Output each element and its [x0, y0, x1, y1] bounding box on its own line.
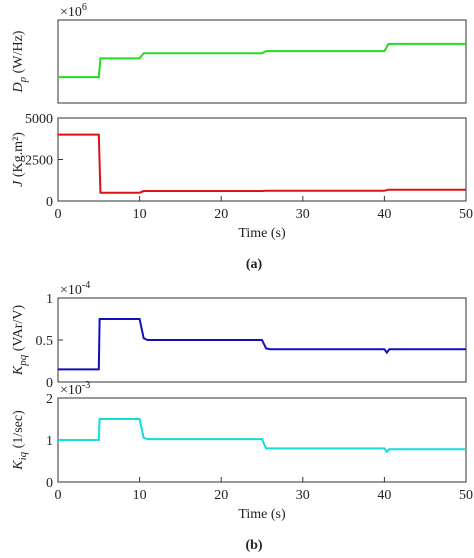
y-axis-label: Dp (W/Hz) [11, 30, 29, 93]
y-axis-label: Kpq (VAr/V) [11, 305, 29, 377]
x-tick-label: 20 [214, 207, 228, 222]
y-tick-label: 0 [46, 376, 53, 391]
x-tick-label: 10 [133, 488, 147, 503]
data-line [58, 418, 466, 454]
exponent-power: 6 [82, 2, 87, 13]
y-tick-label: 0 [46, 195, 53, 210]
y-label-unit: (W/Hz) [11, 30, 26, 73]
y-tick-label: 1 [46, 434, 53, 449]
data-line [58, 42, 466, 79]
y-tick-label: 2 [46, 392, 53, 407]
data-line [58, 133, 466, 194]
y-label-unit: (VAr/V) [11, 305, 26, 352]
y-label-symbol: D [11, 82, 26, 93]
exponent-base: ×10 [60, 383, 82, 398]
y-axis-label: J (Kg.m²) [11, 132, 26, 187]
y-label-sub: iq [17, 451, 29, 460]
x-tick-label: 40 [377, 207, 391, 222]
data-line [58, 318, 466, 371]
y-label-sub: pq [17, 354, 29, 367]
y-exponent: ×10-4 [60, 280, 90, 298]
y-tick-label: 0 [46, 476, 53, 491]
x-tick-label: 20 [214, 488, 228, 503]
y-label-sub: p [17, 76, 29, 83]
x-tick-label: 50 [459, 207, 473, 222]
panel-label: (a) [246, 257, 263, 272]
x-axis-label: Time (s) [238, 507, 286, 522]
exponent-power: -4 [82, 280, 90, 291]
x-tick-label: 0 [55, 488, 62, 503]
x-tick-label: 50 [459, 488, 473, 503]
x-axis-label: Time (s) [238, 226, 286, 241]
y-label-unit: (1/sec) [11, 410, 26, 448]
axes-box [57, 19, 467, 104]
exponent-base: ×10 [60, 5, 82, 20]
y-tick-label: 1 [46, 292, 53, 307]
panel-label: (b) [245, 538, 262, 553]
y-label-symbol: J [11, 180, 26, 187]
axes-box [57, 117, 467, 202]
x-tick-label: 0 [55, 207, 62, 222]
x-tick-label: 10 [133, 207, 147, 222]
x-tick-label: 40 [377, 488, 391, 503]
y-exponent: ×10-3 [60, 380, 90, 398]
x-tick-label: 30 [296, 488, 310, 503]
y-axis-label: Kiq (1/sec) [11, 410, 29, 471]
exponent-power: -3 [82, 380, 90, 391]
y-tick-label: 0.5 [36, 334, 54, 349]
exponent-base: ×10 [60, 283, 82, 298]
x-tick-label: 30 [296, 207, 310, 222]
y-label-symbol: K [11, 460, 26, 471]
y-exponent: ×106 [60, 2, 87, 20]
y-label-unit: (Kg.m²) [11, 132, 26, 177]
y-tick-label: 5000 [25, 112, 53, 127]
y-label-symbol: K [11, 365, 26, 376]
y-tick-label: 2500 [25, 154, 53, 169]
